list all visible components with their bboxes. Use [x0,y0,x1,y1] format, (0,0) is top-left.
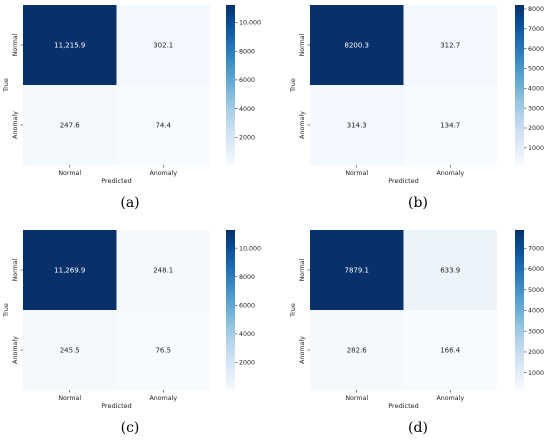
colorbar [226,5,235,165]
heatmap-cell [310,85,404,165]
colorbar-tick-label: 2000 [528,349,544,356]
y-tick-label: Normal [299,258,306,281]
panel-caption: (c) [121,420,140,436]
y-axis-title: True [2,303,10,318]
x-tick-label: Anomaly [149,395,177,402]
cell-value-label: 314.3 [347,122,367,130]
confusion-matrix-2: 8200.3 312.7 314.3 134.7 Normal Anomaly Predic… [289,5,544,211]
cell-value-label: 7879.1 [345,267,370,275]
heatmap-cell [116,310,210,390]
colorbar-tick-label: 3000 [528,328,544,335]
x-axis-title: Predicted [101,402,132,410]
cell-value-label: 633.9 [440,267,460,275]
colorbar-tick-label: 4000 [528,308,544,315]
cell-value-label: 312.7 [440,42,460,50]
y-axis-title: True [289,303,297,318]
y-tick-label: Anomaly [12,336,19,364]
cell-value-label: 302.1 [153,42,173,50]
colorbar [515,5,524,165]
cell-value-label: 248.1 [153,267,173,275]
colorbar-tick-label: 2000 [239,360,255,367]
confusion-matrix-4: 7879.1 633.9 282.6 166.4 Normal Anomaly Predic… [289,230,544,436]
colorbar [226,230,235,390]
confusion-matrix-1: 11,215.9 302.1 247.6 74.4 Normal Anomaly Predi… [2,5,261,211]
colorbar-tick-label: 8000 [239,274,255,281]
x-axis-title: Predicted [388,402,419,410]
heatmap-cell [310,310,404,390]
colorbar-tick-label: 1000 [528,145,544,152]
y-tick-label: Anomaly [299,111,306,139]
cell-value-label: 8200.3 [345,42,370,50]
heatmap-cell [23,85,117,165]
colorbar-tick-label: 10,000 [239,245,261,252]
colorbar-tick-label: 4000 [528,86,544,93]
heatmap-cell [403,5,497,85]
colorbar-tick-label: 10,000 [239,20,261,27]
cell-value-label: 166.4 [440,347,461,355]
cell-value-label: 76.5 [155,347,171,355]
colorbar-tick-label: 8000 [528,6,544,13]
x-axis-title: Predicted [101,177,132,185]
cell-value-label: 134.7 [440,122,460,130]
colorbar-tick-label: 4000 [239,331,255,338]
heatmap-cell [310,230,404,310]
cell-value-label: 245.5 [60,347,80,355]
panel-caption: (b) [408,195,428,211]
colorbar-tick-label: 2000 [528,125,544,132]
colorbar-tick-label: 4000 [239,106,255,113]
x-tick-label: Normal [58,170,81,177]
x-axis-title: Predicted [388,177,419,185]
cell-value-label: 74.4 [155,122,171,130]
heatmap-cell [116,5,210,85]
confusion-matrix-3: 11,269.9 248.1 245.5 76.5 Normal Anomaly Predi… [2,230,261,436]
heatmap-cell [310,5,404,85]
colorbar-tick-label: 6000 [528,266,544,273]
heatmap-cell [403,310,497,390]
y-tick-label: Normal [299,33,306,56]
x-tick-label: Anomaly [436,170,464,177]
y-tick-label: Anomaly [12,111,19,139]
panel-caption: (d) [408,420,428,436]
y-axis-title: True [2,78,10,93]
colorbar-tick-label: 6000 [239,77,255,84]
y-axis-title: True [289,78,297,93]
colorbar-tick-label: 3000 [528,105,544,112]
y-tick-label: Normal [12,33,19,56]
colorbar-tick-label: 5000 [528,287,544,294]
colorbar-tick-label: 7000 [528,26,544,33]
heatmap-cell [23,230,117,310]
heatmap-cell [116,85,210,165]
colorbar-tick-label: 7000 [528,245,544,252]
colorbar-tick-label: 5000 [528,66,544,73]
colorbar-tick-label: 6000 [239,303,255,310]
x-tick-label: Normal [345,395,368,402]
x-tick-label: Normal [345,170,368,177]
colorbar-tick-label: 1000 [528,370,544,377]
cell-value-label: 247.6 [60,122,81,130]
cell-value-label: 282.6 [347,347,368,355]
heatmap-cell [403,85,497,165]
heatmap-cell [23,5,117,85]
x-tick-label: Anomaly [149,170,177,177]
y-tick-label: Normal [12,258,19,281]
colorbar-tick-label: 8000 [239,48,255,55]
panel-caption: (a) [120,195,139,211]
colorbar-tick-label: 6000 [528,46,544,53]
y-tick-label: Anomaly [299,336,306,364]
x-tick-label: Normal [58,395,81,402]
cell-value-label: 11,215.9 [54,42,85,50]
x-tick-label: Anomaly [436,395,464,402]
heatmap-cell [116,230,210,310]
cell-value-label: 11,269.9 [54,267,85,275]
heatmap-cell [23,310,117,390]
heatmap-cell [403,230,497,310]
colorbar [515,230,524,390]
colorbar-tick-label: 2000 [239,135,255,142]
